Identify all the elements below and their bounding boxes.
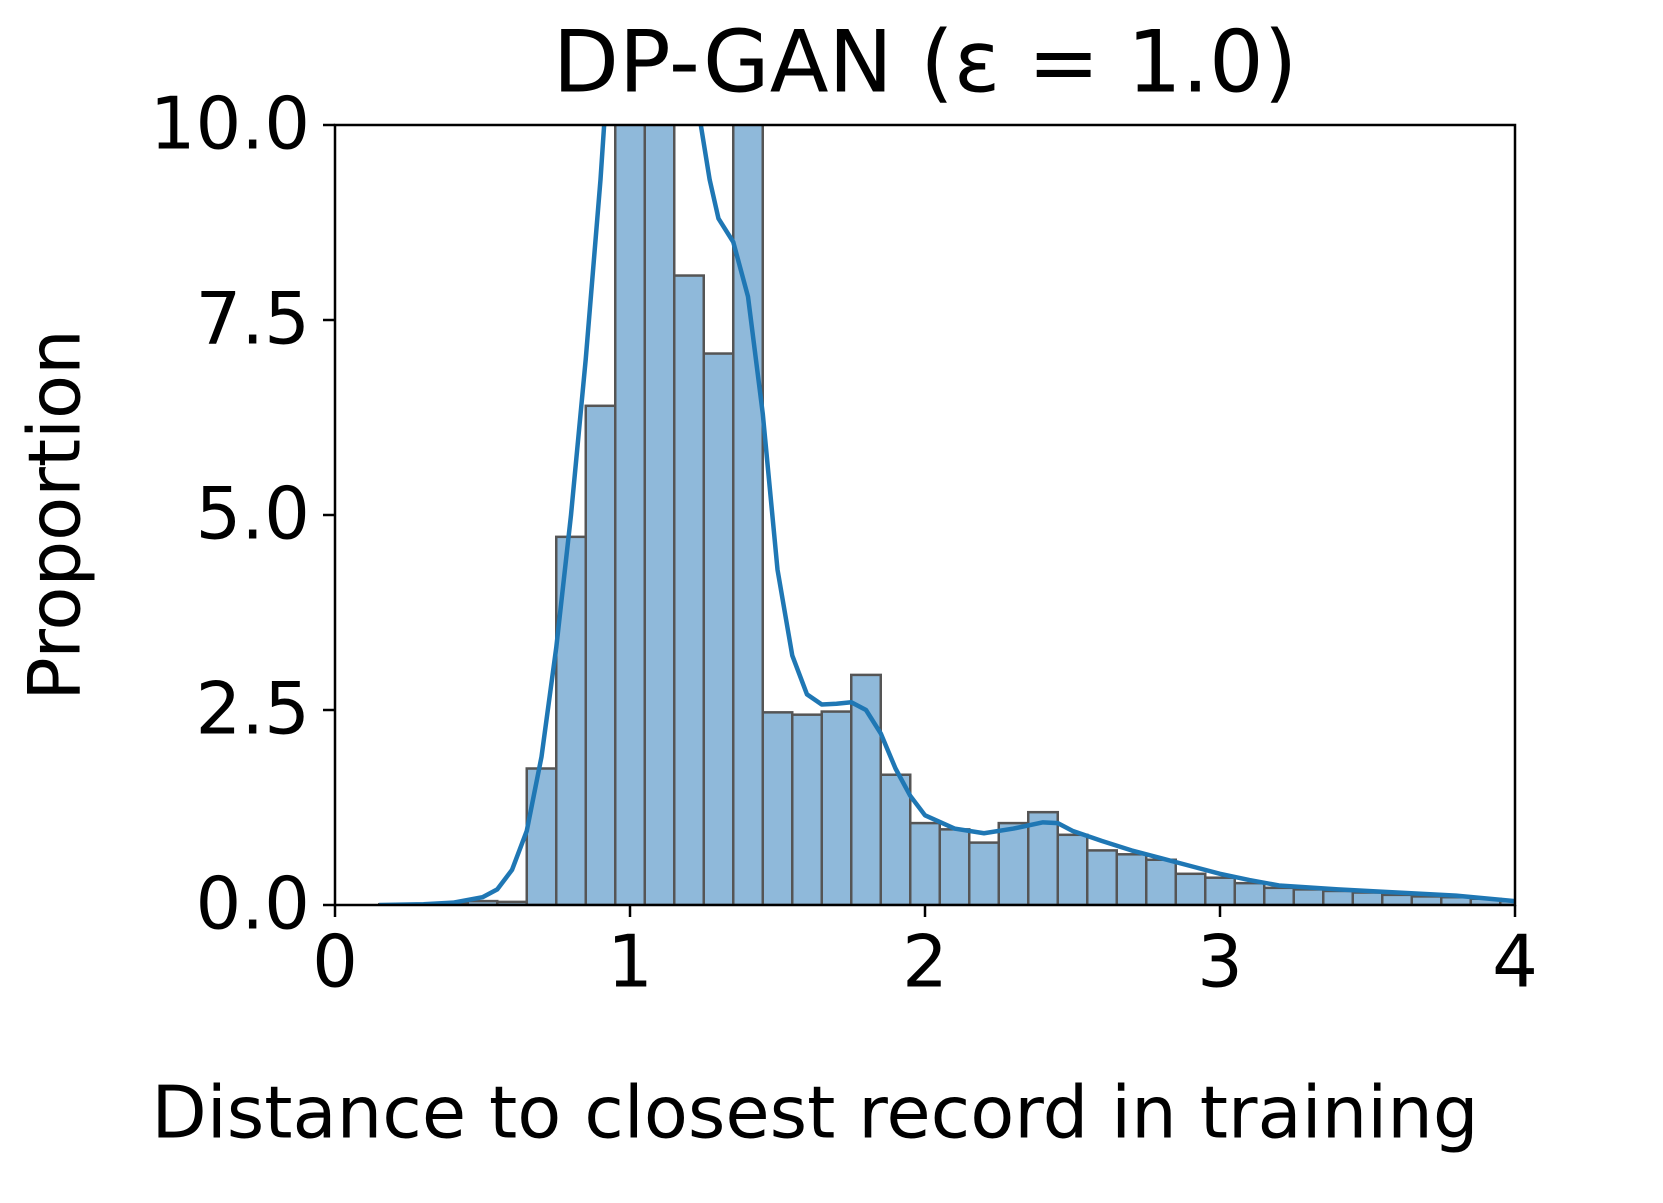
x-tick-label: 3	[1197, 920, 1243, 1004]
x-tick-label: 4	[1492, 920, 1538, 1004]
histogram-bar	[1145, 858, 1177, 905]
histogram-bar	[1292, 888, 1325, 905]
histogram-bar	[1115, 853, 1148, 905]
histogram-bar	[702, 352, 735, 905]
histogram-bar	[643, 125, 676, 905]
y-tick-label: 0.0	[195, 862, 310, 946]
histogram-bar	[791, 713, 823, 905]
histogram-bar	[879, 773, 912, 905]
histogram-bar	[1027, 810, 1059, 905]
histogram-bar	[1499, 899, 1515, 905]
histogram-bar	[732, 125, 764, 905]
histogram-bar	[1381, 893, 1413, 905]
histogram-bar	[761, 711, 794, 905]
x-tick-label: 0	[312, 920, 358, 1004]
histogram-bar	[1086, 849, 1118, 905]
y-axis-label: Proportion	[13, 329, 97, 701]
y-tick-label: 5.0	[195, 472, 310, 556]
histogram-bar	[968, 841, 1000, 905]
histogram-bar	[673, 274, 705, 905]
y-tick-label: 7.5	[195, 277, 310, 361]
histogram-bar	[909, 821, 941, 905]
histogram-bar	[1322, 889, 1354, 905]
histogram-bar	[1056, 833, 1089, 905]
histogram-bar	[584, 404, 617, 905]
histogram-bar	[938, 828, 971, 905]
axes-frame	[333, 123, 1517, 907]
histogram-bar	[614, 125, 646, 905]
y-tick-label: 10.0	[150, 82, 310, 166]
chart-title: DP-GAN (ε = 1.0)	[553, 12, 1298, 112]
histogram-bar	[525, 767, 558, 905]
histogram-bar	[1351, 891, 1384, 905]
x-axis-label: Distance to closest record in training	[151, 1071, 1478, 1155]
x-tick-label: 2	[902, 920, 948, 1004]
histogram-bar	[1410, 895, 1443, 905]
histogram-bar	[997, 821, 1030, 905]
x-tick-label: 1	[607, 920, 653, 1004]
kde-line	[379, 125, 1515, 905]
histogram-bar	[820, 710, 853, 905]
histogram-bar	[1263, 886, 1295, 905]
histogram-bar	[1204, 876, 1236, 905]
histogram-bar	[1233, 881, 1266, 905]
plot-area	[378, 125, 1515, 905]
y-tick-label: 2.5	[195, 667, 310, 751]
histogram-bar	[1174, 872, 1207, 905]
